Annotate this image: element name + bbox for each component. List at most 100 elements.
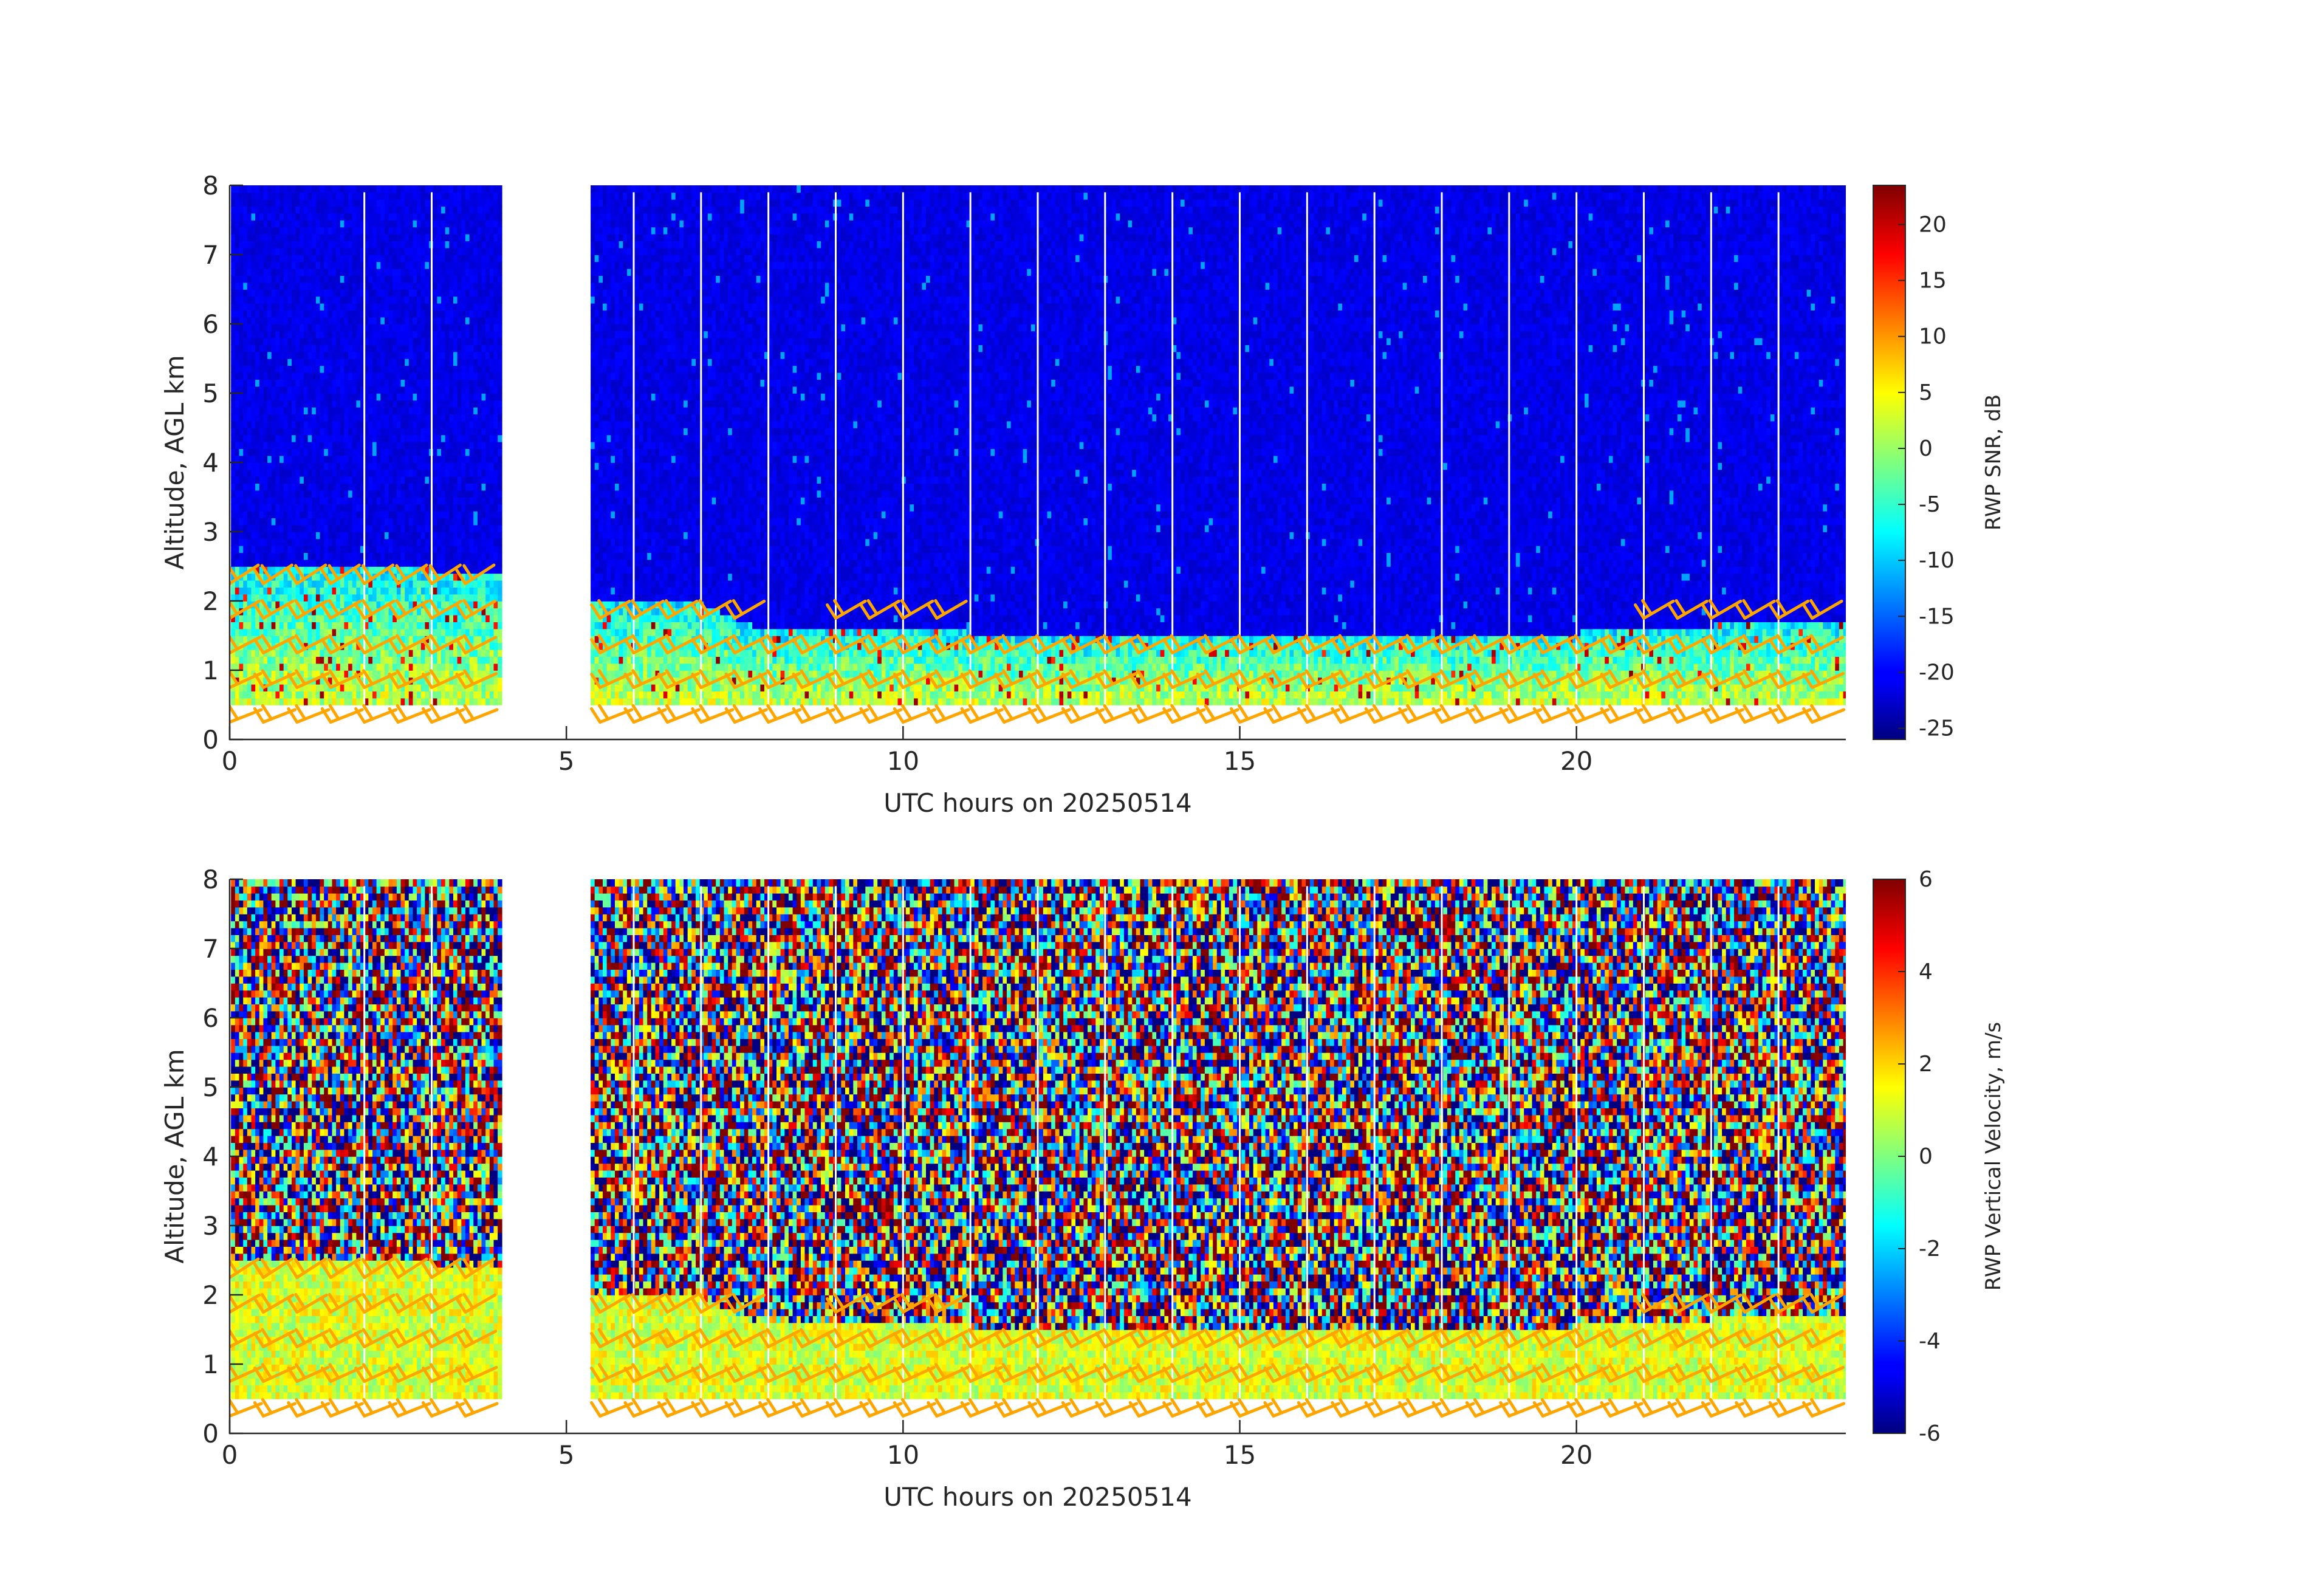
heatmap-cell [413, 206, 418, 213]
heatmap-cell [405, 400, 410, 407]
heatmap-cell [397, 525, 402, 532]
heatmap-cell [485, 698, 490, 705]
heatmap-cell [328, 532, 333, 539]
heatmap-cell [255, 289, 260, 297]
heatmap-cell [320, 428, 325, 435]
heatmap-cell [263, 386, 268, 394]
heatmap-cell [437, 421, 442, 428]
heatmap-cell [445, 587, 450, 594]
heatmap-cell [473, 497, 478, 504]
heatmap-cell [494, 483, 499, 490]
heatmap-cell [332, 213, 337, 221]
heatmap-cell [308, 261, 312, 269]
heatmap-cell [409, 428, 414, 435]
heatmap-cell [275, 469, 280, 476]
heatmap-cell [332, 428, 337, 435]
heatmap-cell [308, 580, 312, 588]
heatmap-cell [267, 414, 272, 421]
heatmap-cell [308, 199, 312, 207]
heatmap-cell [267, 324, 272, 331]
heatmap-cell [316, 365, 321, 372]
heatmap-cell [235, 213, 240, 221]
heatmap-cell [417, 234, 422, 241]
heatmap-cell [235, 283, 240, 290]
heatmap-cell [352, 629, 357, 636]
heatmap-cell [405, 352, 410, 359]
heatmap-cell [494, 622, 499, 629]
heatmap-cell [284, 331, 289, 338]
heatmap-cell [449, 372, 454, 380]
heatmap-cell [417, 393, 422, 400]
heatmap-cell [417, 185, 422, 193]
heatmap-cell [252, 497, 256, 504]
heatmap-cell [272, 241, 276, 248]
heatmap-cell [397, 456, 402, 463]
heatmap-cell [445, 483, 450, 490]
heatmap-cell [421, 296, 426, 303]
heatmap-cell [461, 248, 466, 255]
heatmap-cell [324, 525, 329, 532]
heatmap-cell [465, 303, 470, 310]
heatmap-cell [263, 283, 268, 290]
heatmap-cell [401, 372, 406, 380]
heatmap-cell [461, 365, 466, 372]
heatmap-cell [312, 691, 317, 698]
heatmap-cell [356, 283, 361, 290]
heatmap-cell [272, 615, 276, 622]
heatmap-cell [494, 677, 499, 684]
heatmap-cell [284, 192, 289, 199]
heatmap-cell [494, 421, 499, 428]
heatmap-cell [235, 372, 240, 380]
heatmap-cell [485, 386, 490, 394]
heatmap-cell [409, 532, 414, 539]
heatmap-cell [336, 261, 341, 269]
heatmap-cell [494, 275, 499, 283]
heatmap-cell [461, 532, 466, 539]
heatmap-cell [252, 185, 256, 193]
heatmap-cell [239, 185, 244, 193]
heatmap-cell [498, 691, 502, 698]
heatmap-cell [235, 393, 240, 400]
heatmap-cell [453, 476, 458, 484]
heatmap-cell [356, 615, 361, 622]
heatmap-cell [239, 490, 244, 498]
heatmap-cell [259, 331, 264, 338]
heatmap-cell [449, 185, 454, 193]
heatmap-cell [320, 296, 325, 303]
heatmap-cell [385, 538, 389, 546]
heatmap-cell [235, 490, 240, 498]
heatmap-cell [437, 538, 442, 546]
heatmap-cell [284, 483, 289, 490]
heatmap-cell [328, 199, 333, 207]
heatmap-cell [485, 587, 490, 594]
heatmap-cell [340, 629, 345, 636]
heatmap-cell [482, 691, 487, 698]
heatmap-cell [397, 546, 402, 553]
heatmap-cell [287, 691, 292, 698]
heatmap-cell [267, 220, 272, 227]
heatmap-cell [279, 414, 284, 421]
heatmap-cell [279, 185, 284, 193]
heatmap-cell [445, 213, 450, 221]
heatmap-cell [453, 206, 458, 213]
heatmap-cell [287, 213, 292, 221]
heatmap-cell [259, 552, 264, 560]
heatmap-cell [461, 283, 466, 290]
heatmap-cell [401, 345, 406, 352]
heatmap-cell [377, 698, 382, 705]
heatmap-cell [263, 338, 268, 345]
heatmap-cell [437, 199, 442, 207]
heatmap-cell [340, 670, 345, 677]
heatmap-cell [252, 421, 256, 428]
heatmap-cell [377, 691, 382, 698]
heatmap-cell [316, 317, 321, 324]
heatmap-cell [292, 698, 296, 705]
heatmap-cell [385, 469, 389, 476]
heatmap-cell [482, 469, 487, 476]
heatmap-cell [417, 538, 422, 546]
heatmap-cell [380, 546, 385, 553]
heatmap-cell [255, 428, 260, 435]
heatmap-cell [441, 338, 446, 345]
heatmap-cell [441, 594, 446, 602]
heatmap-cell [405, 525, 410, 532]
